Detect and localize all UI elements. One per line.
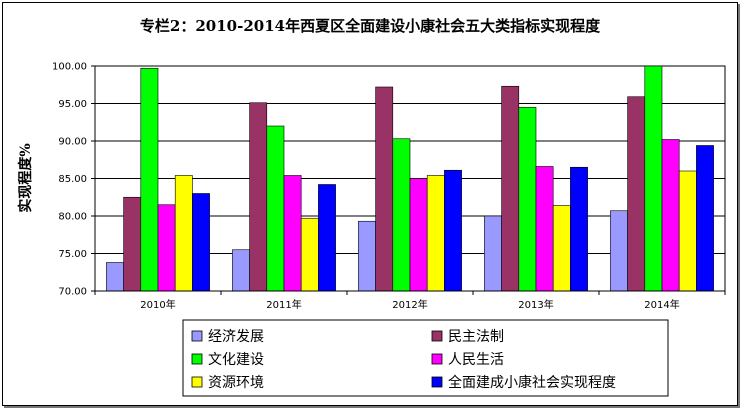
bar-4-5 (661, 139, 680, 292)
bar-5-3 (426, 175, 445, 292)
bar-6-2 (318, 184, 336, 292)
bar-1-5 (610, 210, 628, 292)
bar-2-3 (375, 86, 394, 292)
bar-3-3 (392, 138, 411, 292)
chart-title: 专栏2：2010-2014年西夏区全面建设小康社会五大类指标实现程度 (140, 17, 601, 35)
bar-6-3 (444, 169, 462, 292)
legend-label: 民主法制 (448, 329, 504, 345)
legend-label: 人民生活 (448, 352, 504, 368)
legend-box (182, 319, 669, 397)
axes (91, 65, 726, 295)
bar-2-5 (627, 96, 646, 292)
x-tick-label: 2011年 (266, 298, 301, 311)
legend-label: 资源环境 (208, 375, 264, 391)
bar-6-1 (192, 193, 210, 292)
y-tick-label: 85.00 (58, 174, 87, 185)
bar-6-5 (696, 145, 714, 292)
bar-5-5 (678, 170, 697, 292)
legend-swatch (431, 330, 443, 342)
y-axis-label: 实现程度% (17, 143, 34, 212)
bar-4-1 (157, 204, 176, 292)
legend-label: 经济发展 (208, 329, 264, 345)
bar-2-4 (501, 85, 520, 292)
x-tick-label: 2014年 (644, 298, 679, 311)
bar-1-4 (484, 215, 502, 292)
x-tick-label: 2013年 (518, 298, 553, 311)
legend-swatch (191, 353, 203, 365)
bar-3-4 (518, 106, 537, 292)
bar-5-2 (300, 217, 319, 292)
y-tick-label: 75.00 (58, 249, 87, 260)
legend-swatch (431, 376, 443, 388)
legend-swatch (431, 353, 443, 365)
bar-4-3 (409, 178, 428, 292)
bar-2-1 (123, 196, 142, 292)
bar-1-2 (232, 249, 250, 292)
legend-label: 全面建成小康社会实现程度 (448, 374, 616, 391)
legend-swatch (191, 376, 203, 388)
x-tick-labels: 2010年 2011年 2012年 2013年 2014年 (140, 298, 679, 311)
x-tick-label: 2010年 (140, 298, 175, 311)
y-tick-label: 90.00 (58, 137, 87, 148)
y-tick-label: 95.00 (58, 99, 87, 110)
bars (106, 65, 714, 292)
bar-5-4 (552, 205, 571, 292)
bar-4-4 (535, 166, 554, 292)
y-tick-labels: 70.00 75.00 80.00 85.00 90.00 95.00 100.00 (52, 62, 87, 298)
bar-4-2 (283, 175, 302, 292)
bar-6-4 (570, 166, 588, 292)
bar-1-3 (358, 220, 376, 292)
bar-3-5 (644, 65, 663, 292)
y-tick-label: 80.00 (58, 212, 87, 223)
bar-2-2 (249, 102, 268, 292)
legend-swatch (191, 330, 203, 342)
bar-5-1 (174, 175, 193, 292)
bar-3-1 (140, 67, 159, 292)
y-tick-label: 70.00 (58, 287, 87, 298)
x-tick-label: 2012年 (392, 298, 427, 311)
legend-label: 文化建设 (208, 352, 264, 368)
y-tick-label: 100.00 (52, 62, 87, 73)
bar-3-2 (266, 125, 285, 292)
bar-1-1 (106, 262, 124, 292)
